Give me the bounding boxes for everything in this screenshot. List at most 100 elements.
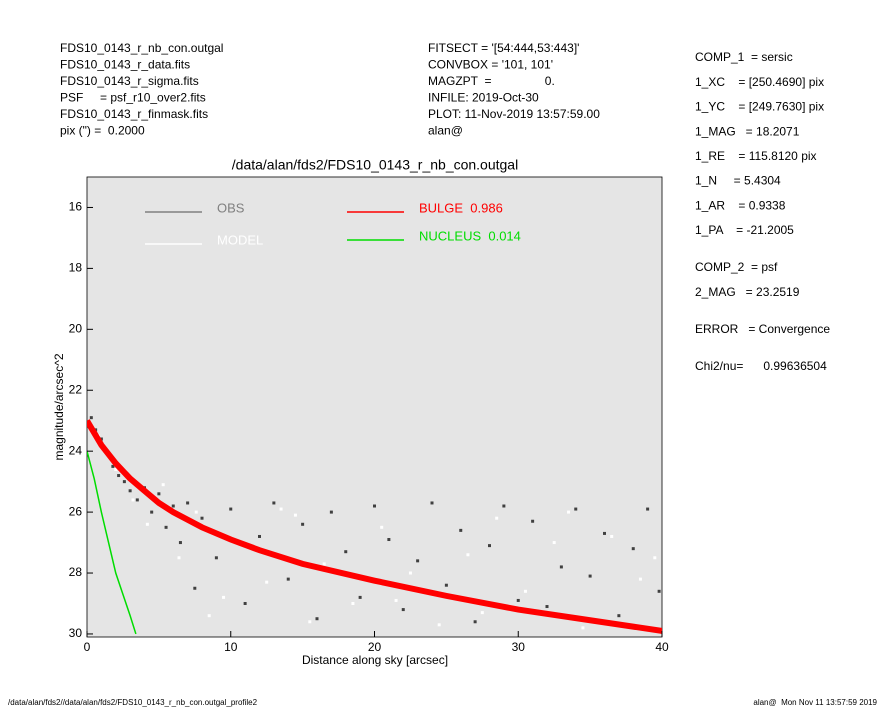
fit-parameter: ERROR = Convergence — [695, 322, 830, 336]
scatter-point — [610, 534, 614, 538]
scatter-point — [603, 531, 606, 535]
y-tick-label: 20 — [69, 321, 83, 335]
fit-parameter: 1_RE = 115.8120 pix — [695, 149, 817, 163]
scatter-point — [574, 507, 578, 511]
legend-label: BULGE 0.986 — [419, 200, 503, 215]
scatter-point — [214, 556, 218, 560]
scatter-point — [523, 589, 527, 593]
scatter-point — [488, 544, 491, 548]
legend-label: NUCLEUS 0.014 — [419, 228, 521, 243]
scatter-point — [89, 416, 93, 420]
scatter-point — [177, 556, 181, 560]
scatter-point — [122, 480, 126, 484]
scatter-point — [161, 483, 165, 487]
scatter-point — [117, 474, 121, 478]
scatter-point — [437, 623, 441, 627]
scatter-point — [545, 605, 549, 609]
scatter-point — [473, 620, 477, 624]
header-line: FDS10_0143_r_nb_con.outgal — [60, 41, 223, 55]
scatter-point — [559, 565, 563, 569]
scatter-point — [344, 550, 348, 554]
x-tick-label: 30 — [512, 640, 526, 654]
x-tick-label: 20 — [368, 640, 382, 654]
y-tick-label: 28 — [69, 565, 83, 579]
fit-parameter: 1_PA = -21.2005 — [695, 223, 794, 237]
fit-parameter: COMP_1 = sersic — [695, 50, 793, 64]
fit-parameter: 1_XC = [250.4690] pix — [695, 75, 824, 89]
fit-parameter: 1_MAG = 18.2071 — [695, 124, 800, 138]
scatter-point — [358, 595, 362, 599]
scatter-point — [145, 522, 149, 526]
scatter-point — [315, 617, 319, 621]
scatter-point — [150, 510, 154, 514]
scatter-point — [265, 580, 269, 584]
header-line: PLOT: 11-Nov-2019 13:57:59.00 — [428, 107, 600, 121]
scatter-point — [322, 562, 326, 566]
legend-label: OBS — [217, 200, 245, 215]
x-axis-label: Distance along sky [arcsec] — [302, 653, 448, 667]
scatter-point — [286, 577, 290, 581]
scatter-point — [516, 598, 520, 602]
x-tick-label: 10 — [224, 640, 238, 654]
x-tick-label: 40 — [655, 640, 669, 654]
y-tick-label: 22 — [69, 382, 83, 396]
fit-parameter: 2_MAG = 23.2519 — [695, 285, 800, 299]
scatter-point — [186, 501, 190, 505]
scatter-point — [567, 510, 571, 514]
header-line: pix (") = 0.2000 — [60, 124, 145, 138]
header-line: FDS10_0143_r_sigma.fits — [60, 74, 199, 88]
scatter-point — [178, 541, 182, 545]
y-tick-label: 24 — [69, 443, 83, 457]
scatter-point — [430, 501, 434, 505]
scatter-point — [646, 507, 650, 511]
y-axis-label: magnitude/arcsec^2 — [52, 353, 66, 460]
scatter-point — [164, 525, 168, 529]
fit-parameter: 1_AR = 0.9338 — [695, 198, 786, 212]
scatter-point — [466, 553, 470, 557]
header-line: FDS10_0143_r_data.fits — [60, 58, 190, 72]
scatter-point — [416, 559, 420, 563]
scatter-point — [480, 611, 484, 615]
scatter-point — [272, 501, 276, 505]
scatter-point — [617, 614, 621, 618]
scatter-point — [301, 522, 305, 526]
header-line: CONVBOX = '101, 101' — [428, 58, 553, 72]
scatter-point — [552, 541, 556, 545]
scatter-point — [394, 598, 398, 602]
chart-title: /data/alan/fds2/FDS10_0143_r_nb_con.outg… — [232, 157, 518, 173]
scatter-point — [243, 601, 247, 605]
scatter-point — [258, 534, 261, 538]
scatter-point — [157, 492, 161, 496]
scatter-point — [131, 498, 135, 502]
header-line: PSF = psf_r10_over2.fits — [60, 91, 206, 105]
scatter-point — [194, 510, 198, 514]
scatter-point — [99, 437, 103, 441]
legend-label: MODEL — [217, 232, 263, 247]
y-tick-label: 16 — [69, 200, 83, 214]
fit-parameter: COMP_2 = psf — [695, 260, 778, 274]
plot-marks — [87, 416, 662, 635]
scatter-point — [111, 464, 115, 468]
scatter-point — [380, 525, 384, 529]
fit-parameter: 1_N = 5.4304 — [695, 174, 781, 188]
x-tick-label: 0 — [84, 640, 91, 654]
scatter-point — [581, 626, 585, 630]
footer-right: alan@ Mon Nov 11 13:57:59 2019 — [753, 698, 877, 707]
header-line: MAGZPT = 0. — [428, 74, 555, 88]
scatter-point — [193, 586, 197, 590]
scatter-point — [631, 547, 635, 551]
y-tick-label: 30 — [69, 626, 83, 640]
scatter-point — [387, 538, 391, 542]
scatter-point — [207, 614, 211, 618]
scatter-point — [279, 507, 283, 511]
header-line: INFILE: 2019-Oct-30 — [428, 91, 539, 105]
scatter-point — [308, 620, 312, 624]
scatter-point — [171, 504, 175, 508]
scatter-point — [531, 519, 535, 523]
model-line — [87, 450, 137, 635]
scatter-point — [114, 467, 118, 471]
model-line — [87, 419, 662, 634]
fit-parameter: Chi2/nu= 0.99636504 — [695, 359, 827, 373]
scatter-point — [222, 595, 226, 599]
scatter-point — [653, 556, 657, 560]
